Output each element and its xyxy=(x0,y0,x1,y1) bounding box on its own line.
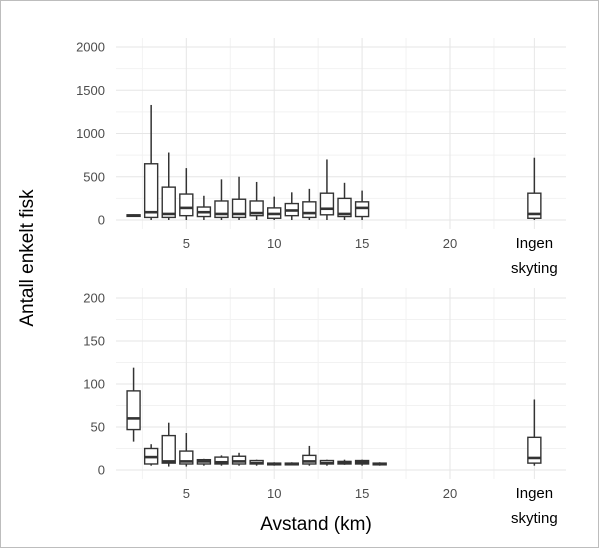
box-x-16 xyxy=(372,462,387,466)
box-x-2 xyxy=(126,367,141,442)
box-x-3 xyxy=(143,444,159,466)
box-x-14 xyxy=(337,459,352,465)
x-tick-label: 5 xyxy=(183,236,190,251)
y-tick-label: 0 xyxy=(98,213,105,228)
box-iqr xyxy=(143,163,159,219)
box-x-6 xyxy=(196,458,212,466)
box-x-5 xyxy=(179,168,194,220)
box-x-24.8 xyxy=(527,399,542,466)
box-iqr xyxy=(319,192,335,216)
box-x-8 xyxy=(231,176,247,220)
box-iqr xyxy=(161,434,176,464)
box-x-4 xyxy=(161,152,176,220)
y-tick-label: 2000 xyxy=(76,40,105,55)
box-x-15 xyxy=(354,459,370,466)
x-tick-label: 15 xyxy=(355,486,369,501)
box-x-13 xyxy=(319,159,335,220)
box-x-2 xyxy=(126,214,141,218)
x-tick-label: 10 xyxy=(267,486,281,501)
y-tick-label: 1000 xyxy=(76,126,105,141)
y-tick-label: 0 xyxy=(98,463,105,478)
panel-2: 0 50 100 150 200 5 10 15 20 Ingen skyting xyxy=(83,288,566,527)
x-tick-label: 5 xyxy=(183,486,190,501)
y-tick-label: 1500 xyxy=(76,83,105,98)
box-x-3 xyxy=(143,104,159,220)
box-x-6 xyxy=(196,195,212,220)
box-x-7 xyxy=(214,455,229,466)
x-category-label-line1: Ingen xyxy=(516,235,554,252)
box-x-7 xyxy=(214,179,229,220)
box-iqr xyxy=(527,192,542,219)
box-iqr xyxy=(214,456,229,465)
x-axis-title: Avstand (km) xyxy=(260,514,372,535)
panel-1: 0 500 1000 1500 2000 5 10 15 20 Ingen skyting xyxy=(76,38,566,277)
y-tick-label: 150 xyxy=(83,334,105,349)
box-x-14 xyxy=(337,182,352,220)
box-iqr xyxy=(161,186,176,219)
box-iqr xyxy=(179,193,194,217)
box-x-12 xyxy=(302,188,317,220)
box-x-12 xyxy=(302,445,317,466)
box-x-8 xyxy=(231,452,247,466)
box-x-13 xyxy=(319,459,335,466)
box-x-10 xyxy=(267,196,282,220)
x-tick-label: 20 xyxy=(443,486,457,501)
box-x-10 xyxy=(267,462,282,466)
y-axis-title: Antall enkelt fisk xyxy=(17,189,38,327)
x-category-label-line2: skyting xyxy=(511,510,558,527)
x-tick-label: 10 xyxy=(267,236,281,251)
x-tick-label: 15 xyxy=(355,236,369,251)
box-x-9 xyxy=(249,181,264,220)
box-x-24.8 xyxy=(527,157,542,220)
y-tick-label: 500 xyxy=(83,169,105,184)
box-iqr xyxy=(302,201,317,219)
box-x-15 xyxy=(354,190,370,220)
box-iqr xyxy=(302,454,317,465)
y-tick-label: 200 xyxy=(83,291,105,306)
box-iqr xyxy=(337,197,352,218)
box-x-9 xyxy=(249,459,264,466)
box-x-5 xyxy=(179,433,194,467)
box-x-4 xyxy=(161,422,176,467)
box-iqr xyxy=(126,390,141,431)
y-tick-label: 50 xyxy=(91,420,105,435)
box-x-11 xyxy=(284,462,299,466)
x-category-label-line2: skyting xyxy=(511,260,558,277)
x-category-label-line1: Ingen xyxy=(516,485,554,502)
y-tick-label: 100 xyxy=(83,377,105,392)
x-tick-label: 20 xyxy=(443,236,457,251)
box-x-11 xyxy=(284,192,299,220)
